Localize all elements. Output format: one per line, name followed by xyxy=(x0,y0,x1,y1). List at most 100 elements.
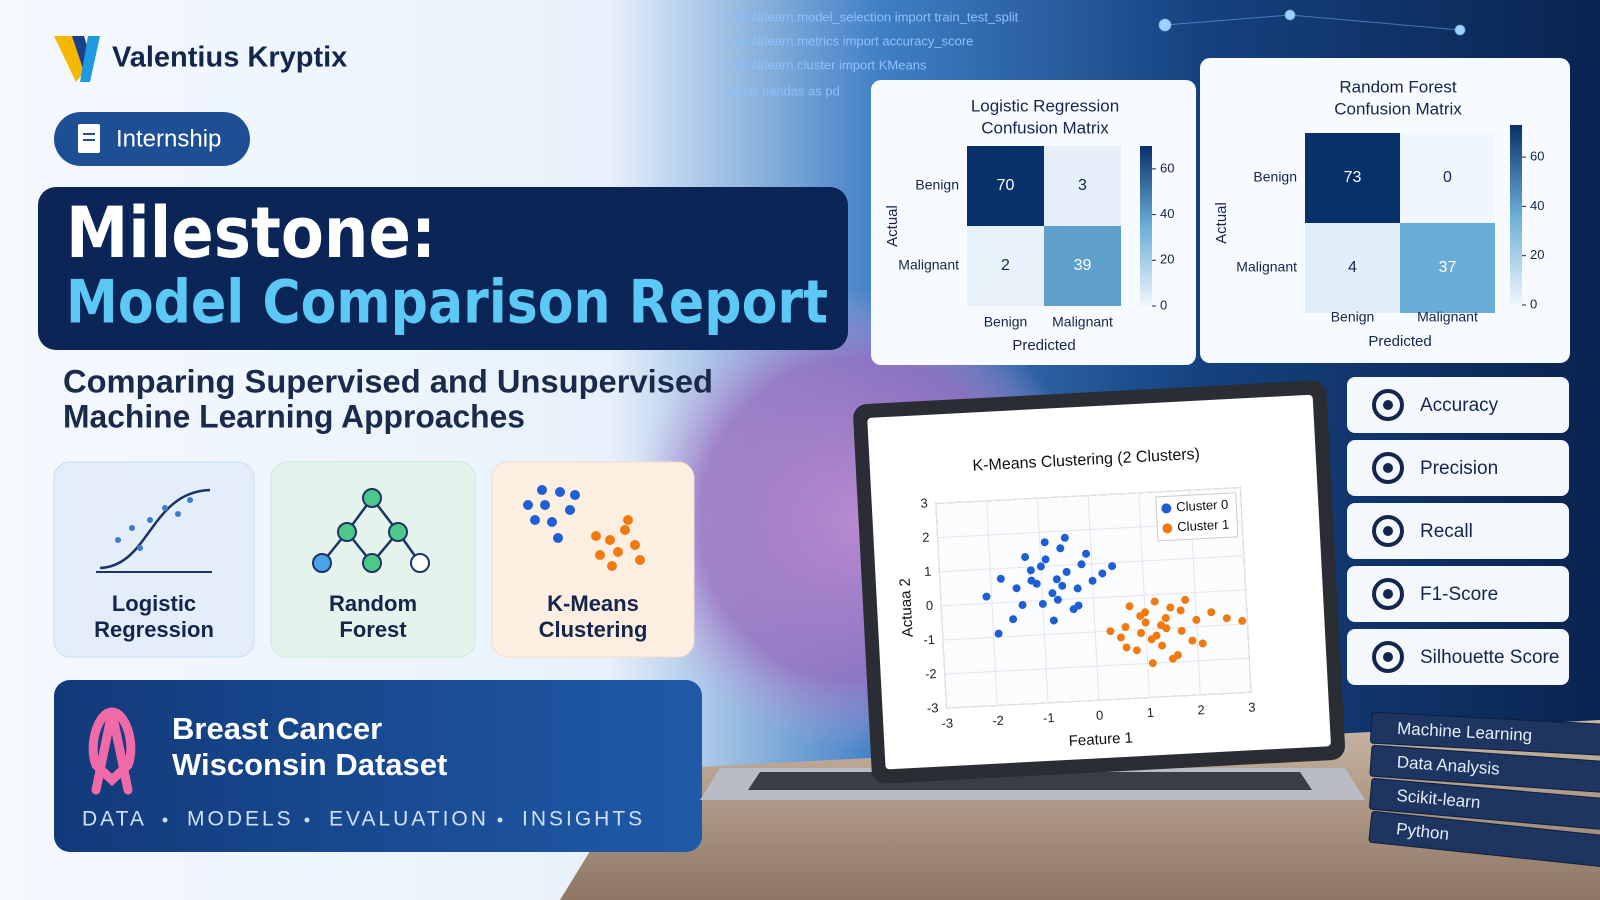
confusion-matrix: Logistic Regression Confusion Matrix 70 3 2 3… xyxy=(884,96,1175,353)
grid-line xyxy=(942,623,1248,641)
cm-value: 73 xyxy=(1344,169,1362,186)
code-block: from sklearn.model_selection import trai… xyxy=(722,9,1019,98)
colorbar-label: 40 xyxy=(1530,198,1544,213)
x-tick-label: -3 xyxy=(941,715,953,731)
scatter-point xyxy=(994,629,1003,638)
icon-dot xyxy=(613,547,623,557)
tag: MODELS xyxy=(187,808,294,831)
scatter-point xyxy=(1106,627,1115,636)
cm-title: Logistic Regression xyxy=(971,96,1119,115)
scatter-point xyxy=(1207,608,1216,617)
icon-dot xyxy=(570,490,580,500)
cm-value: 39 xyxy=(1074,257,1092,274)
tree-node xyxy=(388,522,408,542)
icon-dots xyxy=(115,497,193,551)
confusion-matrix: Random Forest Confusion Matrix 73 0 4 37 Benig… xyxy=(1213,77,1545,349)
cm-value: 2 xyxy=(1001,257,1010,274)
badge: Internship xyxy=(54,112,250,166)
ribbon-icon xyxy=(88,707,136,795)
brand-name: Valentius Kryptix xyxy=(112,42,347,74)
scatter-point xyxy=(1012,584,1021,593)
cm-cell xyxy=(1400,133,1495,223)
metric-icon-core xyxy=(1383,463,1393,473)
legend-box xyxy=(1155,492,1239,542)
scatter-point xyxy=(982,592,991,601)
icon-dot xyxy=(129,525,135,531)
tree-node xyxy=(312,553,332,573)
icon-dot xyxy=(162,505,168,511)
cm-col-label: Benign xyxy=(1331,309,1375,325)
tag-dot xyxy=(497,817,503,823)
cm-title: Confusion Matrix xyxy=(981,118,1109,137)
cm-cell xyxy=(1044,226,1121,306)
cm-col-label: Benign xyxy=(984,314,1028,330)
scatter-point xyxy=(1181,595,1190,604)
scatter-point xyxy=(1052,575,1061,584)
code-line: import pandas as pd xyxy=(722,83,840,98)
x-tick-label: -1 xyxy=(1043,710,1055,726)
scatter-point xyxy=(1038,599,1047,608)
dataset-title: Wisconsin Dataset xyxy=(172,747,447,782)
cluster-icon xyxy=(523,485,645,571)
tag-dot xyxy=(162,817,168,823)
dataset-tags: DATA MODELS EVALUATION INSIGHTS xyxy=(82,808,642,831)
metric-icon xyxy=(1372,389,1404,421)
cm-title: Random Forest xyxy=(1339,77,1456,96)
metric-label: Precision xyxy=(1420,458,1498,479)
code-line: from sklearn.cluster import KMeans xyxy=(722,57,927,72)
scatter-point xyxy=(1060,533,1069,542)
icon-dot xyxy=(623,515,633,525)
cm-cell xyxy=(1400,223,1495,313)
tree-node xyxy=(410,553,430,573)
icon-dot xyxy=(607,561,617,571)
tree-nodes xyxy=(312,488,430,573)
icon-dot xyxy=(605,535,615,545)
scatter-point xyxy=(1141,618,1150,627)
scatter-point xyxy=(1077,560,1086,569)
icon-dot xyxy=(175,511,181,517)
metric-icon xyxy=(1372,641,1404,673)
scatter-point xyxy=(1166,603,1175,612)
cm-y-label: Actual xyxy=(884,205,901,247)
net-node xyxy=(1454,24,1466,36)
brand: Valentius Kryptix xyxy=(54,36,347,82)
icon-dot xyxy=(115,537,121,543)
cm-cell xyxy=(967,146,1044,226)
y-tick-label: 1 xyxy=(924,564,932,579)
book-spine xyxy=(1369,777,1600,831)
subtitle: Machine Learning Approaches xyxy=(63,398,525,434)
metric-icon-core xyxy=(1383,526,1393,536)
grid-line xyxy=(939,555,1244,573)
colorbar-label: 40 xyxy=(1160,206,1174,221)
cm-col-label: Malignant xyxy=(1417,309,1478,325)
net-line xyxy=(1289,14,1461,31)
scatter-point xyxy=(1040,538,1049,547)
tree-node xyxy=(362,488,382,508)
scatter-point xyxy=(1041,555,1050,564)
card-label: Clustering xyxy=(539,617,648,642)
subtitle: Comparing Supervised and Unsupervised xyxy=(63,363,713,399)
colorbar-label: 60 xyxy=(1160,160,1174,175)
model-card: Random Forest xyxy=(270,461,476,658)
scatter-point xyxy=(1121,622,1130,631)
y-tick-label: -3 xyxy=(927,700,939,716)
title-bg xyxy=(38,187,848,350)
cm-cell xyxy=(1305,223,1400,313)
y-tick-label: -2 xyxy=(925,666,937,682)
book: Machine Learning xyxy=(1370,711,1600,756)
icon-dot xyxy=(537,485,547,495)
scatter-point xyxy=(1073,584,1082,593)
cm-y-label: Actual xyxy=(1213,202,1230,244)
cm-value: 3 xyxy=(1078,177,1087,194)
scatter-point xyxy=(1188,636,1197,645)
cm-row-label: Benign xyxy=(1253,169,1297,185)
scatter-point xyxy=(1058,581,1067,590)
grid-line xyxy=(946,691,1252,709)
grid-line xyxy=(935,487,1241,504)
card-label: Forest xyxy=(339,617,407,642)
net-line xyxy=(1164,14,1291,26)
book: Python xyxy=(1368,811,1600,868)
